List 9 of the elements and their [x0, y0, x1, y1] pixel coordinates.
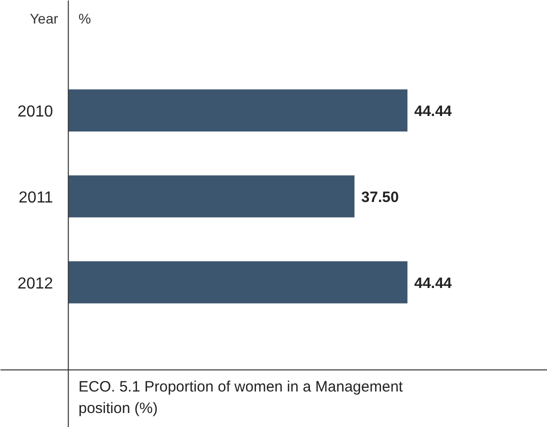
y-axis-title: Year	[30, 10, 58, 27]
data-label: 37.50	[361, 188, 399, 206]
y-tick-label: 2010	[17, 103, 54, 120]
text: ECO. 5.1 Proportion of women in a Management position (%)	[78, 378, 404, 417]
y-tick-label: 2012	[17, 275, 54, 292]
x-axis-title: %	[78, 10, 91, 27]
y-tick-label: 2011	[18, 189, 54, 206]
data-label: 44.44	[414, 102, 452, 120]
data-label: 44.44	[414, 274, 452, 292]
